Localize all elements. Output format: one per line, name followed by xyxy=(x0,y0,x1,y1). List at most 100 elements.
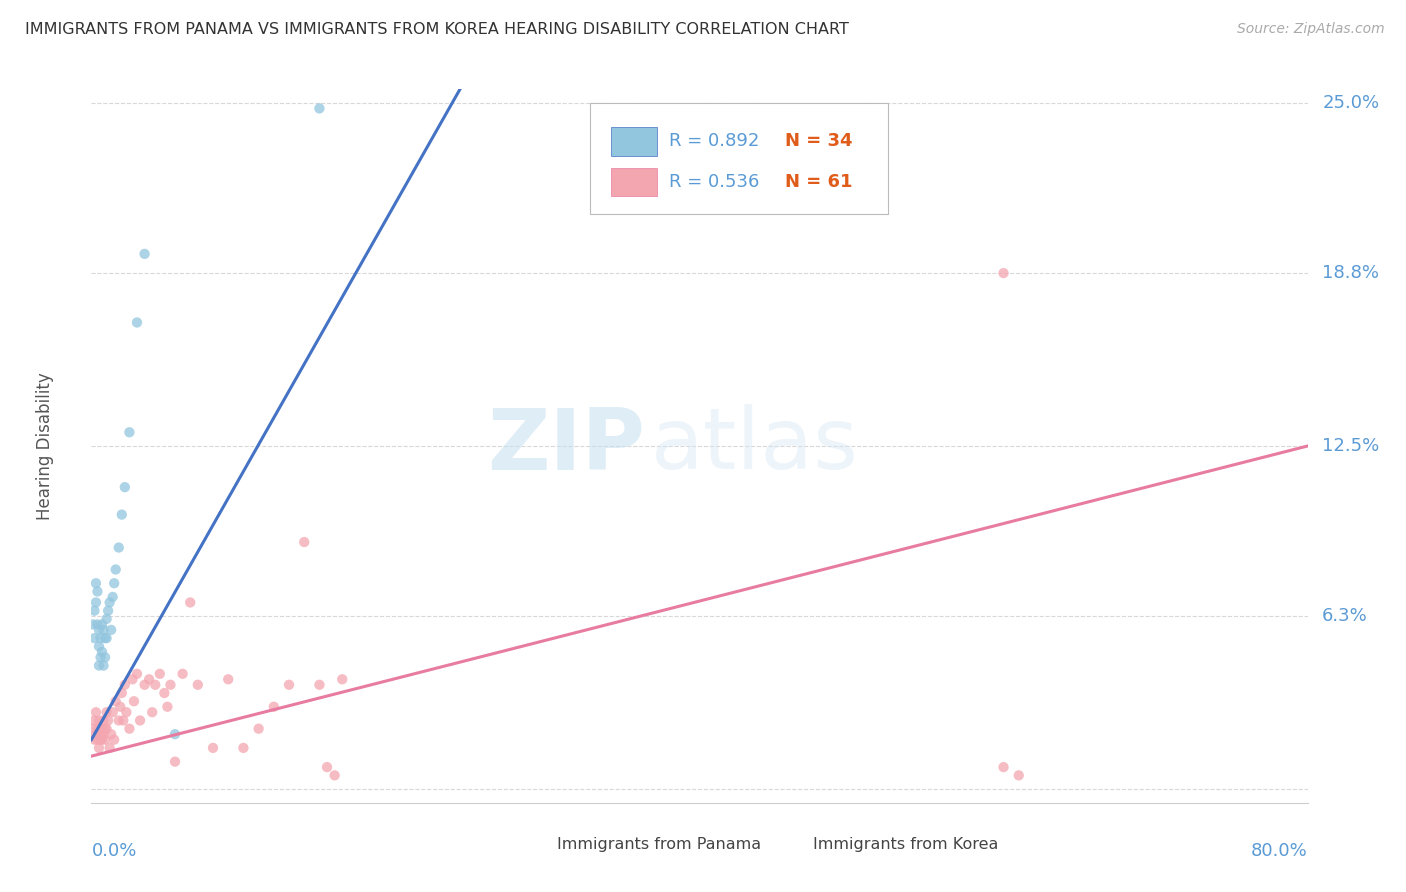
Point xyxy=(263,699,285,714)
Point xyxy=(125,316,148,330)
Point xyxy=(292,535,315,549)
Point xyxy=(138,673,160,687)
Point xyxy=(84,576,107,591)
Point xyxy=(141,705,163,719)
Point xyxy=(112,714,135,728)
Point xyxy=(94,732,117,747)
Point xyxy=(308,102,330,116)
Text: Source: ZipAtlas.com: Source: ZipAtlas.com xyxy=(1237,22,1385,37)
Point xyxy=(111,508,134,522)
Point xyxy=(86,584,108,599)
Point xyxy=(330,673,353,687)
Point xyxy=(153,686,176,700)
Point xyxy=(93,714,115,728)
Point xyxy=(125,666,148,681)
Point xyxy=(104,562,127,576)
Point xyxy=(96,612,118,626)
Point xyxy=(121,673,143,687)
Point xyxy=(94,722,117,736)
Point xyxy=(82,617,104,632)
Point xyxy=(82,722,104,736)
Point xyxy=(103,732,125,747)
Point xyxy=(87,714,110,728)
Point xyxy=(89,732,111,747)
Point xyxy=(118,722,141,736)
Point xyxy=(86,732,108,747)
Point xyxy=(100,727,122,741)
Point xyxy=(83,631,105,645)
Bar xyxy=(610,127,657,155)
Text: 80.0%: 80.0% xyxy=(1251,842,1308,860)
Bar xyxy=(779,834,803,855)
Point xyxy=(89,727,111,741)
Bar xyxy=(610,168,657,196)
Point xyxy=(84,727,107,741)
Point xyxy=(278,678,301,692)
Text: IMMIGRANTS FROM PANAMA VS IMMIGRANTS FROM KOREA HEARING DISABILITY CORRELATION C: IMMIGRANTS FROM PANAMA VS IMMIGRANTS FRO… xyxy=(25,22,849,37)
Text: ZIP: ZIP xyxy=(486,404,645,488)
Point xyxy=(107,714,129,728)
Point xyxy=(98,595,121,609)
Bar xyxy=(523,834,547,855)
Point xyxy=(129,714,152,728)
Text: N = 61: N = 61 xyxy=(785,173,852,191)
Point xyxy=(107,541,129,555)
Point xyxy=(134,678,156,692)
Point xyxy=(202,740,225,755)
Text: Hearing Disability: Hearing Disability xyxy=(37,372,55,520)
Point xyxy=(163,727,186,741)
Point xyxy=(97,604,120,618)
Point xyxy=(115,705,138,719)
Point xyxy=(83,714,105,728)
Point xyxy=(96,722,118,736)
Text: 18.8%: 18.8% xyxy=(1322,264,1379,282)
Point xyxy=(993,760,1015,774)
Point xyxy=(101,705,124,719)
Text: R = 0.536: R = 0.536 xyxy=(669,173,759,191)
Point xyxy=(86,617,108,632)
Point xyxy=(159,678,181,692)
Point xyxy=(84,705,107,719)
Point xyxy=(94,631,117,645)
Text: N = 34: N = 34 xyxy=(785,132,852,150)
Point xyxy=(232,740,254,755)
Point xyxy=(89,650,111,665)
Point xyxy=(91,645,114,659)
Point xyxy=(100,623,122,637)
Point xyxy=(87,740,110,755)
Point xyxy=(118,425,141,440)
Point xyxy=(93,727,115,741)
Point xyxy=(86,722,108,736)
Point xyxy=(143,678,166,692)
Point xyxy=(101,590,124,604)
Point xyxy=(89,631,111,645)
Point xyxy=(217,673,239,687)
Point xyxy=(247,722,270,736)
Point xyxy=(103,576,125,591)
Text: 12.5%: 12.5% xyxy=(1322,437,1379,455)
Point xyxy=(308,678,330,692)
Point xyxy=(316,760,339,774)
Point xyxy=(87,658,110,673)
Point xyxy=(83,732,105,747)
Point xyxy=(110,699,132,714)
Text: 6.3%: 6.3% xyxy=(1322,607,1368,625)
Point xyxy=(114,480,136,494)
FancyBboxPatch shape xyxy=(591,103,889,214)
Point xyxy=(163,755,186,769)
Text: atlas: atlas xyxy=(651,404,859,488)
Point xyxy=(114,678,136,692)
Point xyxy=(111,686,134,700)
Point xyxy=(91,732,114,747)
Point xyxy=(122,694,145,708)
Point xyxy=(187,678,209,692)
Point xyxy=(97,714,120,728)
Point xyxy=(172,666,194,681)
Point xyxy=(98,740,121,755)
Point xyxy=(323,768,346,782)
Text: 25.0%: 25.0% xyxy=(1322,94,1379,112)
Text: Immigrants from Korea: Immigrants from Korea xyxy=(813,837,998,852)
Point xyxy=(134,247,156,261)
Point xyxy=(87,640,110,654)
Text: R = 0.892: R = 0.892 xyxy=(669,132,759,150)
